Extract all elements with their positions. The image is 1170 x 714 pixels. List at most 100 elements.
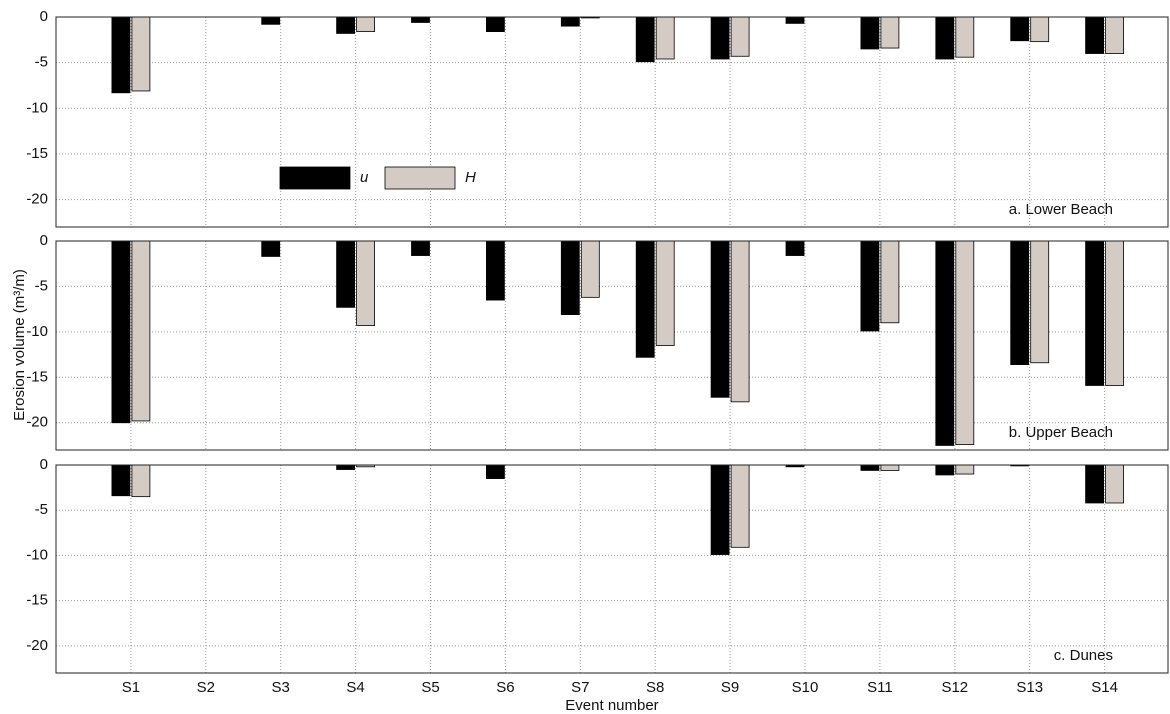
plot-frame: [55, 240, 1169, 451]
x-tick-label: S6: [496, 679, 514, 696]
bar: [785, 240, 805, 256]
bar: [411, 240, 430, 256]
y-tick-label: -15: [26, 145, 48, 162]
x-tick-label: S14: [1091, 679, 1118, 696]
bar: [1105, 16, 1124, 54]
plot-frame: [55, 464, 1169, 674]
bar: [336, 240, 356, 308]
bar: [655, 16, 675, 60]
bar: [111, 16, 131, 94]
bar: [1085, 16, 1104, 54]
y-tick-label: -5: [35, 54, 48, 71]
legend-swatch: [279, 166, 351, 190]
legend-label: u: [360, 169, 369, 186]
bar: [485, 240, 505, 301]
bar: [635, 240, 655, 358]
y-tick-label: -10: [26, 323, 48, 340]
y-tick-label: -20: [26, 637, 48, 654]
panel-label: c. Dunes: [1054, 647, 1113, 664]
bar: [1030, 16, 1050, 43]
bar: [860, 240, 880, 332]
y-tick-label: -15: [26, 592, 48, 609]
bar: [955, 240, 975, 445]
bar: [356, 16, 376, 33]
bar: [730, 464, 750, 548]
bar: [1105, 240, 1124, 386]
y-tick-label: 0: [40, 456, 48, 473]
plot-area: [56, 241, 1168, 450]
bar: [860, 16, 880, 50]
x-tick-label: S9: [721, 679, 739, 696]
bar: [111, 240, 131, 424]
bar: [580, 240, 600, 298]
bar: [261, 240, 281, 257]
legend-label: H: [465, 169, 476, 186]
bar: [1010, 16, 1030, 42]
bar: [261, 16, 281, 25]
x-tick-label: S3: [272, 679, 290, 696]
bar: [485, 16, 505, 33]
bar: [935, 240, 955, 446]
bar: [785, 16, 805, 24]
bar: [111, 464, 131, 497]
panel-label: b. Upper Beach: [1009, 424, 1113, 441]
bar: [336, 16, 356, 34]
plot-area: [56, 17, 1168, 227]
y-tick-label: -10: [26, 99, 48, 116]
bar: [710, 16, 730, 60]
bar: [880, 240, 900, 324]
x-tick-label: S1: [122, 679, 140, 696]
x-tick-label: S8: [646, 679, 664, 696]
x-tick-label: S2: [197, 679, 215, 696]
bar: [560, 16, 580, 27]
bar: [1085, 464, 1104, 504]
x-tick-label: S4: [346, 679, 364, 696]
plot-area: [56, 465, 1168, 673]
y-tick-label: -5: [35, 501, 48, 518]
bar: [935, 464, 955, 476]
bar: [560, 240, 580, 316]
y-tick-label: -10: [26, 546, 48, 563]
bar: [655, 240, 675, 346]
y-axis-label: Erosion volume (m³/m): [11, 269, 28, 421]
bar: [730, 240, 750, 403]
bar: [411, 16, 430, 23]
bar: [880, 16, 900, 49]
plot-frame: [55, 16, 1169, 228]
x-tick-label: S5: [421, 679, 439, 696]
x-tick-label: S11: [867, 679, 893, 696]
x-tick-label: S12: [941, 679, 968, 696]
bar: [356, 240, 376, 326]
bar: [1105, 464, 1124, 504]
bar: [955, 16, 975, 58]
bar: [860, 464, 880, 471]
legend-swatch: [384, 166, 456, 190]
bar: [635, 16, 655, 63]
bar: [710, 240, 730, 398]
x-tick-label: S10: [792, 679, 819, 696]
panel-label: a. Lower Beach: [1009, 201, 1113, 218]
x-tick-label: S13: [1016, 679, 1043, 696]
y-tick-label: -20: [26, 414, 48, 431]
x-axis-label: Event number: [565, 697, 658, 714]
bar: [131, 464, 151, 498]
y-tick-label: 0: [40, 232, 48, 249]
bar: [485, 464, 505, 479]
bar: [880, 464, 900, 471]
bar: [935, 16, 955, 60]
bar: [730, 16, 750, 57]
y-tick-label: -5: [35, 277, 48, 294]
bar: [1085, 240, 1104, 386]
x-tick-label: S7: [571, 679, 589, 696]
y-tick-label: -20: [26, 191, 48, 208]
y-tick-label: 0: [40, 8, 48, 25]
bar: [336, 464, 356, 470]
bar: [1030, 240, 1050, 364]
bar: [710, 464, 730, 555]
bar: [955, 464, 975, 475]
y-tick-label: -15: [26, 368, 48, 385]
bar: [131, 16, 151, 92]
bar: [1010, 240, 1030, 365]
bar: [131, 240, 151, 422]
